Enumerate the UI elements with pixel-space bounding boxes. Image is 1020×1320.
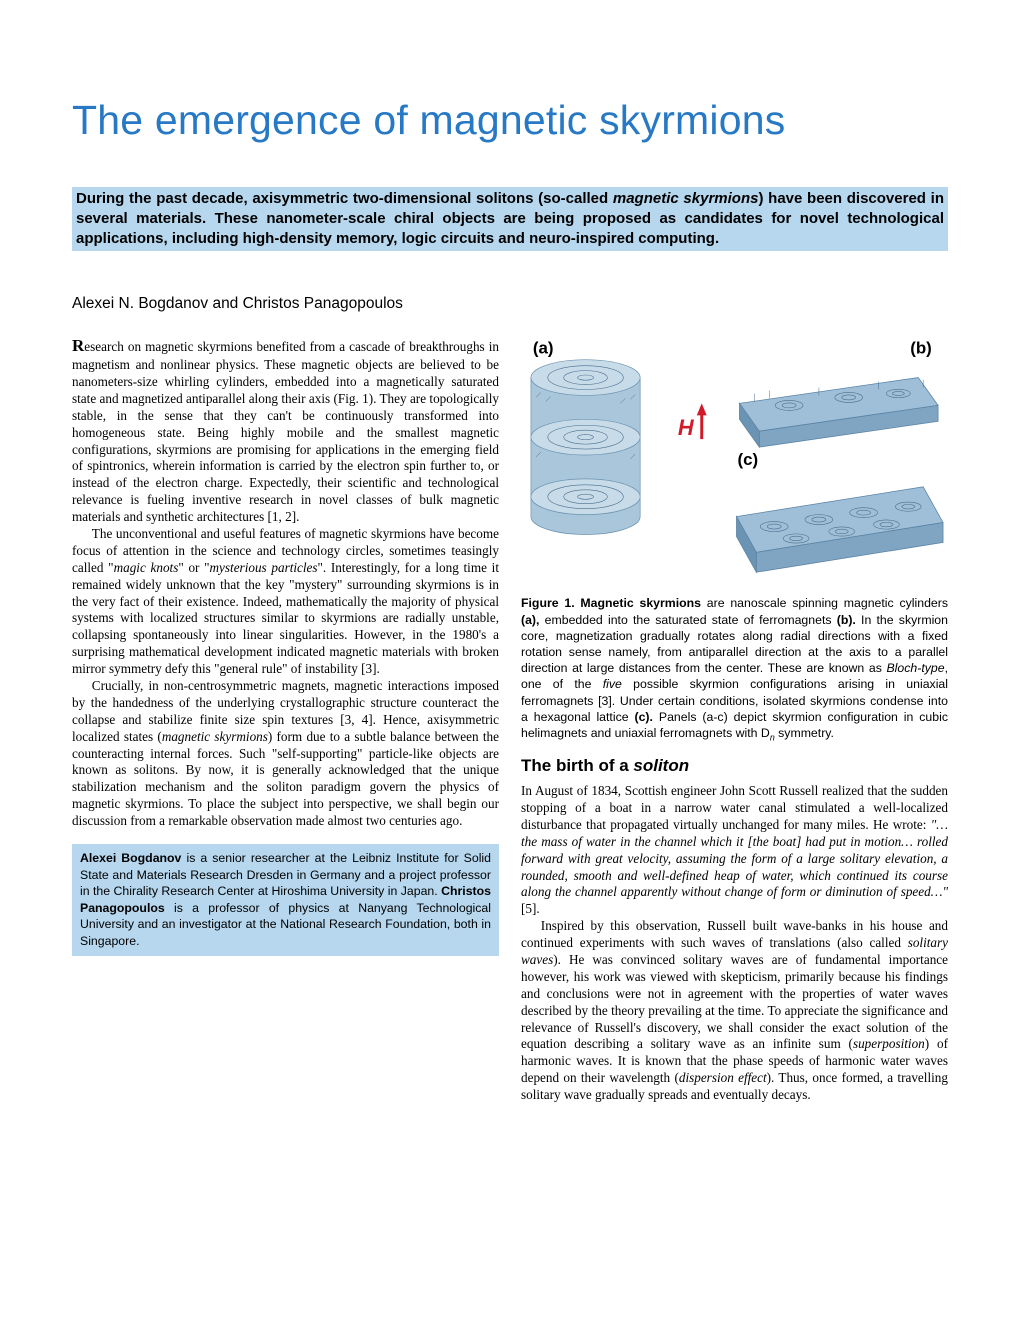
fig-label-c: (c) <box>737 450 758 469</box>
body-paragraph: In August of 1834, Scottish engineer Joh… <box>521 783 948 918</box>
fig-label-b: (b) <box>910 339 932 358</box>
panel-a-cylinders <box>531 360 640 535</box>
left-column: Research on magnetic skyrmions benefited… <box>72 335 499 1104</box>
body-paragraph: Inspired by this observation, Russell bu… <box>521 918 948 1104</box>
right-column: (a) <box>521 335 948 1104</box>
section-heading-soliton: The birth of a soliton <box>521 755 948 777</box>
author-line: Alexei N. Bogdanov and Christos Panagopo… <box>72 295 948 313</box>
figure-1: (a) <box>521 335 948 585</box>
two-column-layout: Research on magnetic skyrmions benefited… <box>72 335 948 1104</box>
panel-b-slab <box>739 378 938 448</box>
fig-label-a: (a) <box>533 339 554 358</box>
paper-page: The emergence of magnetic skyrmions Duri… <box>0 0 1020 1320</box>
body-paragraph: Research on magnetic skyrmions benefited… <box>72 335 499 526</box>
figure-1-caption: Figure 1. Magnetic skyrmions are nanosca… <box>521 595 948 741</box>
body-paragraph: The unconventional and useful features o… <box>72 526 499 678</box>
paper-title: The emergence of magnetic skyrmions <box>72 97 948 144</box>
svg-text:H: H <box>678 416 695 441</box>
body-paragraph: Crucially, in non-centrosymmetric magnet… <box>72 678 499 830</box>
author-bio-box: Alexei Bogdanov is a senior researcher a… <box>72 844 499 956</box>
H-field-arrow: H <box>678 404 707 441</box>
figure-1-svg: (a) <box>521 335 948 585</box>
panel-c-slab <box>736 487 943 572</box>
abstract-block: During the past decade, axisymmetric two… <box>72 187 948 252</box>
